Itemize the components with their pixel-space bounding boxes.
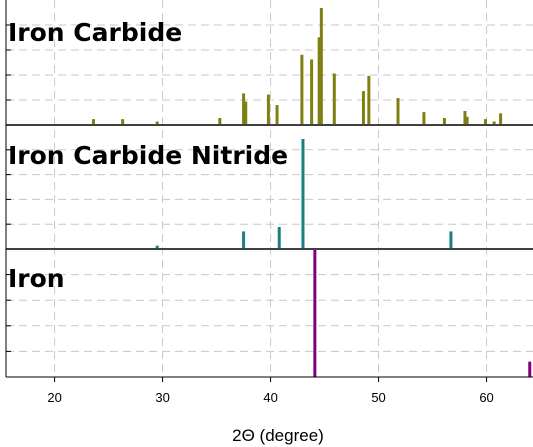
bar xyxy=(301,139,305,249)
bar xyxy=(367,75,371,125)
bar xyxy=(528,361,532,377)
grid xyxy=(6,0,533,377)
bar xyxy=(155,121,159,125)
panel-title-iron-carbide: Iron Carbide xyxy=(8,18,182,47)
x-axis-ticks: 20 30 40 50 60 xyxy=(47,377,494,405)
bar xyxy=(463,110,467,125)
x-tick-label: 50 xyxy=(371,390,385,405)
panel-title-iron: Iron xyxy=(8,264,65,293)
bar xyxy=(361,91,365,125)
x-tick-label: 20 xyxy=(47,390,61,405)
bar xyxy=(442,117,446,125)
x-tick-label: 40 xyxy=(263,390,277,405)
x-tick-label: 60 xyxy=(479,390,493,405)
bar xyxy=(310,59,314,126)
bar xyxy=(242,231,246,249)
bar xyxy=(218,117,222,125)
bar xyxy=(396,98,400,125)
bar xyxy=(422,112,426,125)
bar xyxy=(499,113,503,125)
bar xyxy=(244,101,248,125)
bar xyxy=(449,231,453,249)
panel-title-iron-carbide-nitride: Iron Carbide Nitride xyxy=(8,141,288,170)
x-tick-label: 30 xyxy=(155,390,169,405)
bar xyxy=(91,119,95,125)
bar xyxy=(313,249,317,377)
bar xyxy=(242,93,246,125)
bar xyxy=(300,54,304,125)
bar xyxy=(332,73,336,125)
bar xyxy=(121,119,125,125)
bar xyxy=(275,105,279,125)
panel-frames xyxy=(5,0,533,378)
bars xyxy=(91,8,532,377)
bar xyxy=(319,8,323,125)
bar xyxy=(492,121,496,125)
x-axis-label: 2Θ (degree) xyxy=(232,426,324,445)
bar xyxy=(266,94,270,125)
bar xyxy=(465,116,469,125)
bar xyxy=(277,227,281,249)
bar xyxy=(317,37,321,125)
bar xyxy=(155,245,159,249)
bar xyxy=(483,119,487,125)
